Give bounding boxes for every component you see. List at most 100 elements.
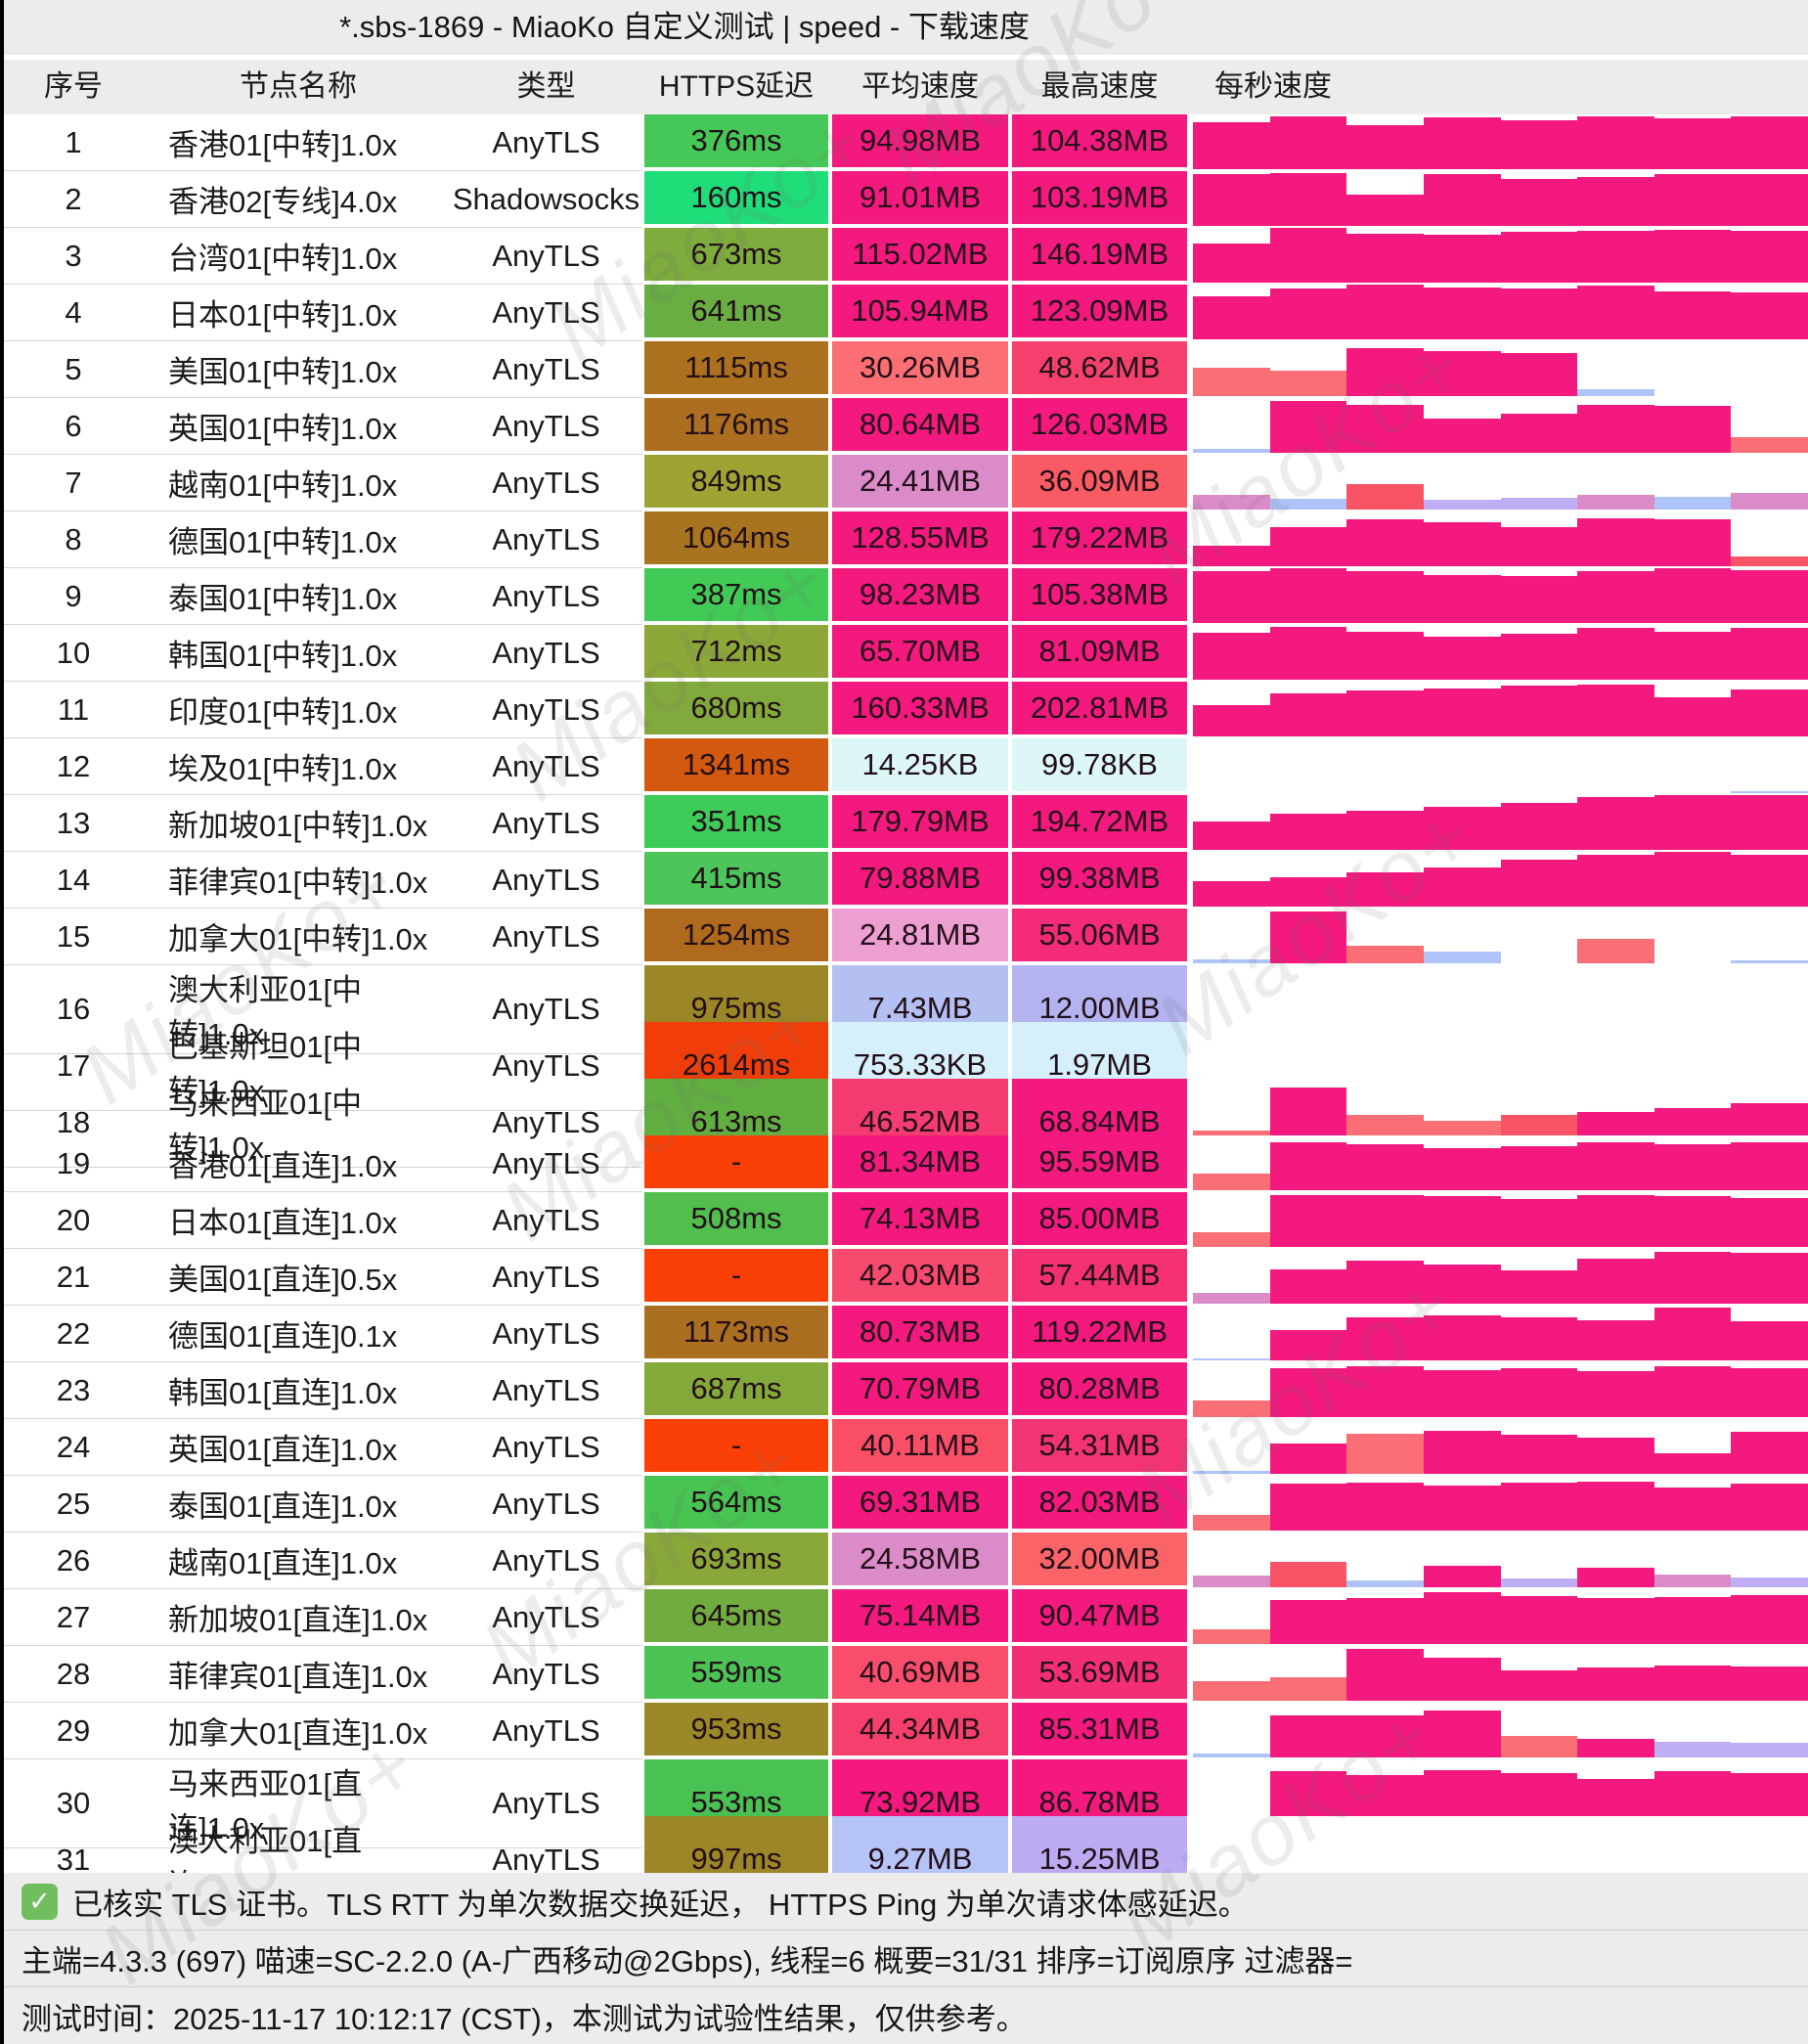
sparkline-bar <box>1500 413 1578 453</box>
sparkline-bar <box>1423 574 1501 623</box>
per-second-sparkline <box>1189 341 1808 398</box>
max-speed-value: 57.44MB <box>1012 1249 1187 1302</box>
avg-speed-cell: 74.13MB <box>830 1192 1010 1249</box>
max-speed-value: 81.09MB <box>1012 625 1187 678</box>
sparkline-bar <box>1346 1261 1424 1304</box>
sparkline-bar <box>1269 911 1347 963</box>
node-type: AnyTLS <box>450 1533 642 1589</box>
row-index: 26 <box>0 1533 147 1589</box>
avg-speed-value: 40.11MB <box>832 1419 1008 1472</box>
sparkline-bar <box>1654 405 1732 453</box>
node-type: AnyTLS <box>450 1135 642 1192</box>
per-second-sparkline <box>1189 1703 1808 1759</box>
node-type: AnyTLS <box>450 965 642 1054</box>
sparkline-bar <box>1577 1667 1654 1701</box>
row-index: 9 <box>0 568 147 625</box>
sparkline-bar <box>1731 855 1808 907</box>
sparkline-bar <box>1500 1317 1578 1360</box>
sparkline-bar <box>1269 173 1347 226</box>
table-row: 12 埃及01[中转]1.0x AnyTLS 1341ms 14.25KB 99.78KB <box>0 738 1808 795</box>
avg-speed-cell: 115.02MB <box>830 228 1010 285</box>
max-speed-cell: 103.19MB <box>1010 171 1189 228</box>
node-name: 菲律宾01[直连]1.0x <box>147 1646 450 1703</box>
sparkline-bar <box>1423 116 1501 169</box>
sparkline-bar <box>1269 627 1347 680</box>
sparkline-bar <box>1731 627 1808 680</box>
sparkline-bar <box>1269 526 1347 566</box>
sparkline-bar <box>1500 288 1578 339</box>
footer: ✓ 已核实 TLS 证书。TLS RTT 为单次数据交换延迟， HTTPS Pi… <box>0 1873 1808 2044</box>
sparkline-bar <box>1269 1367 1347 1417</box>
max-speed-cell: 123.09MB <box>1010 285 1189 341</box>
sparkline-bar <box>1269 1677 1347 1701</box>
latency-cell: 953ms <box>642 1703 830 1759</box>
sparkline-bar <box>1346 1482 1424 1531</box>
latency-cell: 160ms <box>642 171 830 228</box>
sparkline-bar <box>1500 633 1578 680</box>
sparkline-bar <box>1500 1669 1578 1701</box>
per-second-sparkline <box>1189 1589 1808 1646</box>
sparkline-bar <box>1269 876 1347 907</box>
latency-value: 953ms <box>644 1703 828 1755</box>
sparkline-bar <box>1500 686 1578 736</box>
table-row: 10 韩国01[中转]1.0x AnyTLS 712ms 65.70MB 81.09MB <box>0 625 1808 682</box>
sparkline-bar <box>1193 1629 1270 1644</box>
sparkline-bar <box>1654 1452 1732 1474</box>
max-speed-value: 85.31MB <box>1012 1703 1187 1755</box>
row-index: 30 <box>0 1759 147 1848</box>
sparkline-bar <box>1500 576 1578 623</box>
sparkline-bar <box>1423 499 1501 510</box>
sparkline-bar <box>1346 571 1424 623</box>
table-row: 4 日本01[中转]1.0x AnyTLS 641ms 105.94MB 123.09MB <box>0 285 1808 341</box>
sparkline-bar <box>1269 1443 1347 1474</box>
latency-value: 559ms <box>644 1646 828 1699</box>
avg-speed-cell: 91.01MB <box>830 171 1010 228</box>
node-name: 泰国01[直连]1.0x <box>147 1476 450 1533</box>
node-type: AnyTLS <box>450 398 642 455</box>
max-speed-cell: 95.59MB <box>1010 1135 1189 1192</box>
max-speed-value: 126.03MB <box>1012 398 1187 451</box>
sparkline-bar <box>1731 437 1808 453</box>
avg-speed-cell: 69.31MB <box>830 1476 1010 1533</box>
max-speed-cell: 81.09MB <box>1010 625 1189 682</box>
sparkline-bar <box>1500 1595 1578 1644</box>
max-speed-cell: 85.00MB <box>1010 1192 1189 1249</box>
avg-speed-value: 24.41MB <box>832 455 1008 508</box>
table-row: 23 韩国01[直连]1.0x AnyTLS 687ms 70.79MB 80.28MB <box>0 1362 1808 1419</box>
node-type: AnyTLS <box>450 795 642 852</box>
avg-speed-cell: 179.79MB <box>830 795 1010 852</box>
avg-speed-value: 79.88MB <box>832 852 1008 905</box>
avg-speed-value: 30.26MB <box>832 341 1008 394</box>
avg-speed-cell: 14.25KB <box>830 738 1010 795</box>
table-row: 15 加拿大01[中转]1.0x AnyTLS 1254ms 24.81MB 55.06M… <box>0 909 1808 965</box>
table-row: 5 美国01[中转]1.0x AnyTLS 1115ms 30.26MB 48.62MB <box>0 341 1808 398</box>
latency-cell: - <box>642 1135 830 1192</box>
max-speed-cell: 104.38MB <box>1010 114 1189 171</box>
sparkline-bar <box>1577 1195 1654 1247</box>
avg-speed-cell: 160.33MB <box>830 682 1010 738</box>
sparkline-bar <box>1346 1597 1424 1644</box>
avg-speed-cell: 79.88MB <box>830 852 1010 909</box>
node-name: 加拿大01[直连]1.0x <box>147 1703 450 1759</box>
latency-value: 564ms <box>644 1476 828 1529</box>
sparkline-bar <box>1193 1232 1270 1247</box>
per-second-sparkline <box>1189 1249 1808 1306</box>
sparkline-bar <box>1500 860 1578 907</box>
latency-value: 1064ms <box>644 511 828 564</box>
latency-cell: 508ms <box>642 1192 830 1249</box>
latency-value: 376ms <box>644 114 828 167</box>
sparkline-bar <box>1346 1433 1424 1474</box>
row-index: 1 <box>0 114 147 171</box>
max-speed-cell: 126.03MB <box>1010 398 1189 455</box>
per-second-sparkline <box>1189 228 1808 285</box>
sparkline-bar <box>1193 495 1270 510</box>
sparkline-bar <box>1346 194 1424 226</box>
avg-speed-value: 24.81MB <box>832 909 1008 961</box>
sparkline-bar <box>1269 1483 1347 1531</box>
avg-speed-value: 44.34MB <box>832 1703 1008 1755</box>
latency-cell: 1341ms <box>642 738 830 795</box>
sparkline-bar <box>1654 795 1732 850</box>
node-name: 英国01[直连]1.0x <box>147 1419 450 1476</box>
sparkline-bar <box>1654 1488 1732 1531</box>
